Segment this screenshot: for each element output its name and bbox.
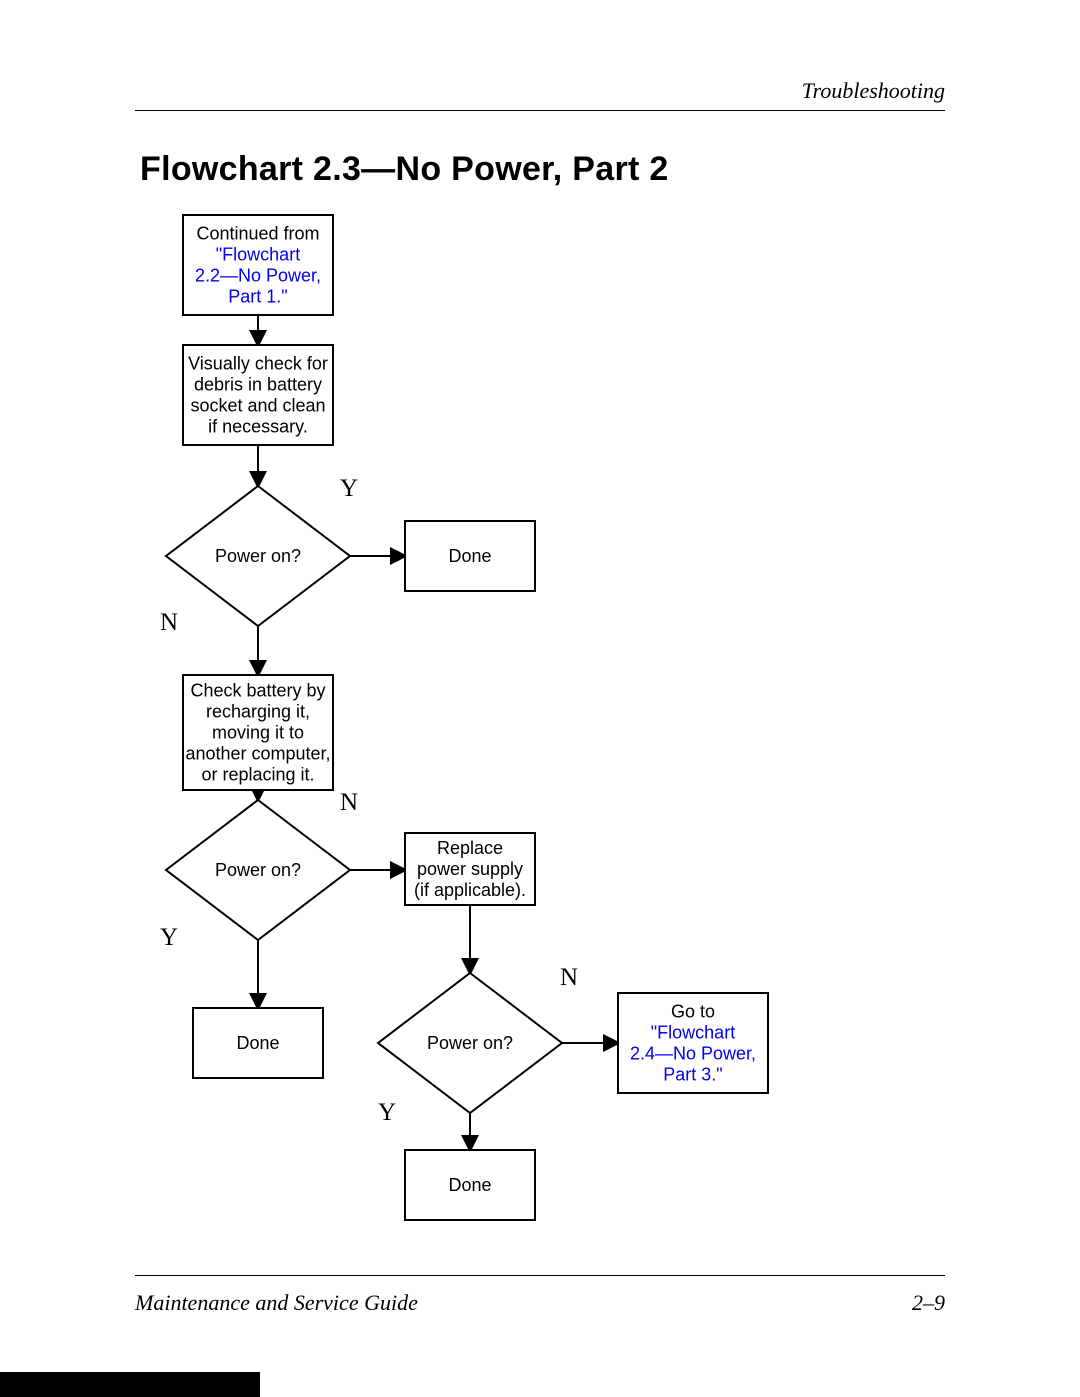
node-text: another computer, xyxy=(185,744,330,764)
footer-rule xyxy=(135,1275,945,1276)
node-text: debris in battery xyxy=(194,375,322,395)
node-text: (if applicable). xyxy=(414,880,526,900)
node-text: Power on? xyxy=(215,860,301,880)
node-text: Go to xyxy=(671,1002,715,1022)
link-text[interactable]: 2.2—No Power, xyxy=(195,266,321,286)
link-text[interactable]: Part 3." xyxy=(663,1065,722,1085)
edge-label: Y xyxy=(378,1099,396,1126)
link-text[interactable]: "Flowchart xyxy=(651,1023,735,1043)
node-text: or replacing it. xyxy=(201,765,314,785)
edge-label: N xyxy=(560,964,578,991)
black-strip xyxy=(0,1372,260,1397)
page: Troubleshooting Flowchart 2.3—No Power, … xyxy=(0,0,1080,1397)
link-text[interactable]: "Flowchart xyxy=(216,245,300,265)
footer-left: Maintenance and Service Guide xyxy=(135,1290,418,1316)
link-text[interactable]: Part 1." xyxy=(228,287,287,307)
node-text: Done xyxy=(236,1033,279,1053)
edge-label: Y xyxy=(340,475,358,502)
link-text[interactable]: 2.4—No Power, xyxy=(630,1044,756,1064)
edge-label: N xyxy=(340,789,358,816)
node-text: Check battery by xyxy=(190,681,325,701)
node-text: socket and clean xyxy=(190,396,325,416)
node-text: Power on? xyxy=(215,546,301,566)
node-text: Continued from xyxy=(196,224,319,244)
node-text: recharging it, xyxy=(206,702,310,722)
edge-label: Y xyxy=(160,924,178,951)
flowchart: Continued from"Flowchart2.2—No Power,Par… xyxy=(0,0,1080,1397)
edge-label: N xyxy=(160,609,178,636)
node-text: Visually check for xyxy=(188,354,328,374)
node-text: Replace xyxy=(437,838,503,858)
footer-right: 2–9 xyxy=(912,1290,945,1316)
node-text: Done xyxy=(448,546,491,566)
node-text: power supply xyxy=(417,859,523,879)
node-text: moving it to xyxy=(212,723,304,743)
node-text: if necessary. xyxy=(208,417,308,437)
node-text: Done xyxy=(448,1175,491,1195)
node-text: Power on? xyxy=(427,1033,513,1053)
